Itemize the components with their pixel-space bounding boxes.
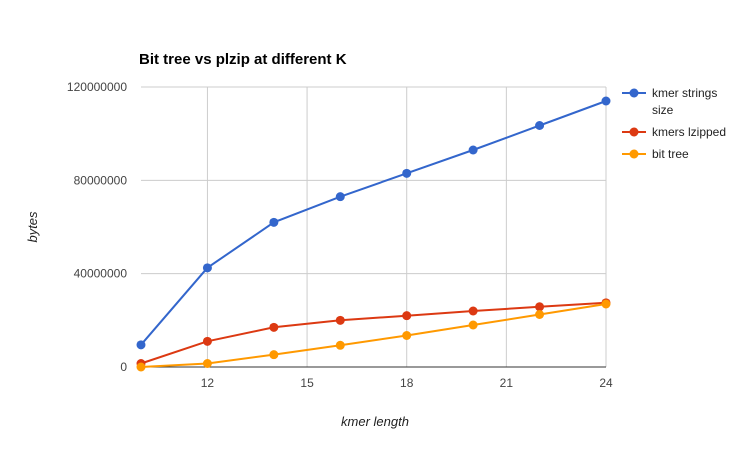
- y-tick-label: 0: [120, 360, 127, 374]
- data-point: [335, 192, 345, 202]
- data-point: [202, 336, 212, 346]
- data-point: [335, 315, 345, 325]
- series-line: [140, 303, 607, 368]
- series-line: [140, 301, 607, 365]
- legend-label: kmers lzipped: [652, 125, 726, 139]
- data-point: [468, 320, 478, 330]
- data-point: [468, 145, 478, 155]
- x-tick-label: 21: [500, 376, 514, 390]
- data-point: [202, 359, 212, 368]
- data-point: [535, 310, 545, 319]
- data-point: [468, 306, 478, 316]
- x-tick-label: 24: [599, 376, 613, 390]
- y-tick-label: 120000000: [67, 80, 127, 94]
- x-tick-label: 12: [201, 376, 215, 390]
- chart-title: Bit tree vs plzip at different K: [139, 51, 347, 68]
- legend-swatch-marker: [629, 149, 639, 159]
- axes: 0 40000000 80000000 120000000 12 15 18 21 24: [67, 80, 613, 390]
- data-point: [269, 217, 279, 227]
- series-line: [140, 100, 607, 346]
- legend-label: bit tree: [652, 147, 689, 161]
- legend-swatch-marker: [629, 127, 639, 137]
- x-tick-label: 18: [400, 376, 414, 390]
- data-point: [601, 299, 611, 309]
- data-point: [535, 121, 545, 130]
- data-point: [136, 362, 146, 372]
- y-axis-label: bytes: [25, 211, 40, 243]
- legend-label: size: [652, 103, 674, 117]
- legend: kmer strings size kmers lzipped bit tree: [622, 86, 726, 161]
- x-tick-label: 15: [300, 376, 314, 390]
- x-axis-label: kmer length: [341, 414, 409, 429]
- data-point: [335, 340, 345, 350]
- data-point: [202, 263, 212, 273]
- data-point: [535, 302, 545, 312]
- y-tick-label: 80000000: [74, 173, 128, 187]
- data-point: [402, 311, 412, 321]
- data-point: [269, 322, 279, 332]
- data-point: [402, 331, 412, 340]
- series: [136, 96, 611, 372]
- y-tick-label: 40000000: [74, 267, 128, 281]
- data-point: [601, 96, 611, 106]
- legend-swatch-marker: [629, 88, 639, 98]
- data-point: [269, 350, 279, 360]
- data-point: [402, 168, 412, 178]
- data-point: [136, 340, 146, 350]
- grid: [141, 86, 607, 367]
- legend-label: kmer strings: [652, 86, 717, 100]
